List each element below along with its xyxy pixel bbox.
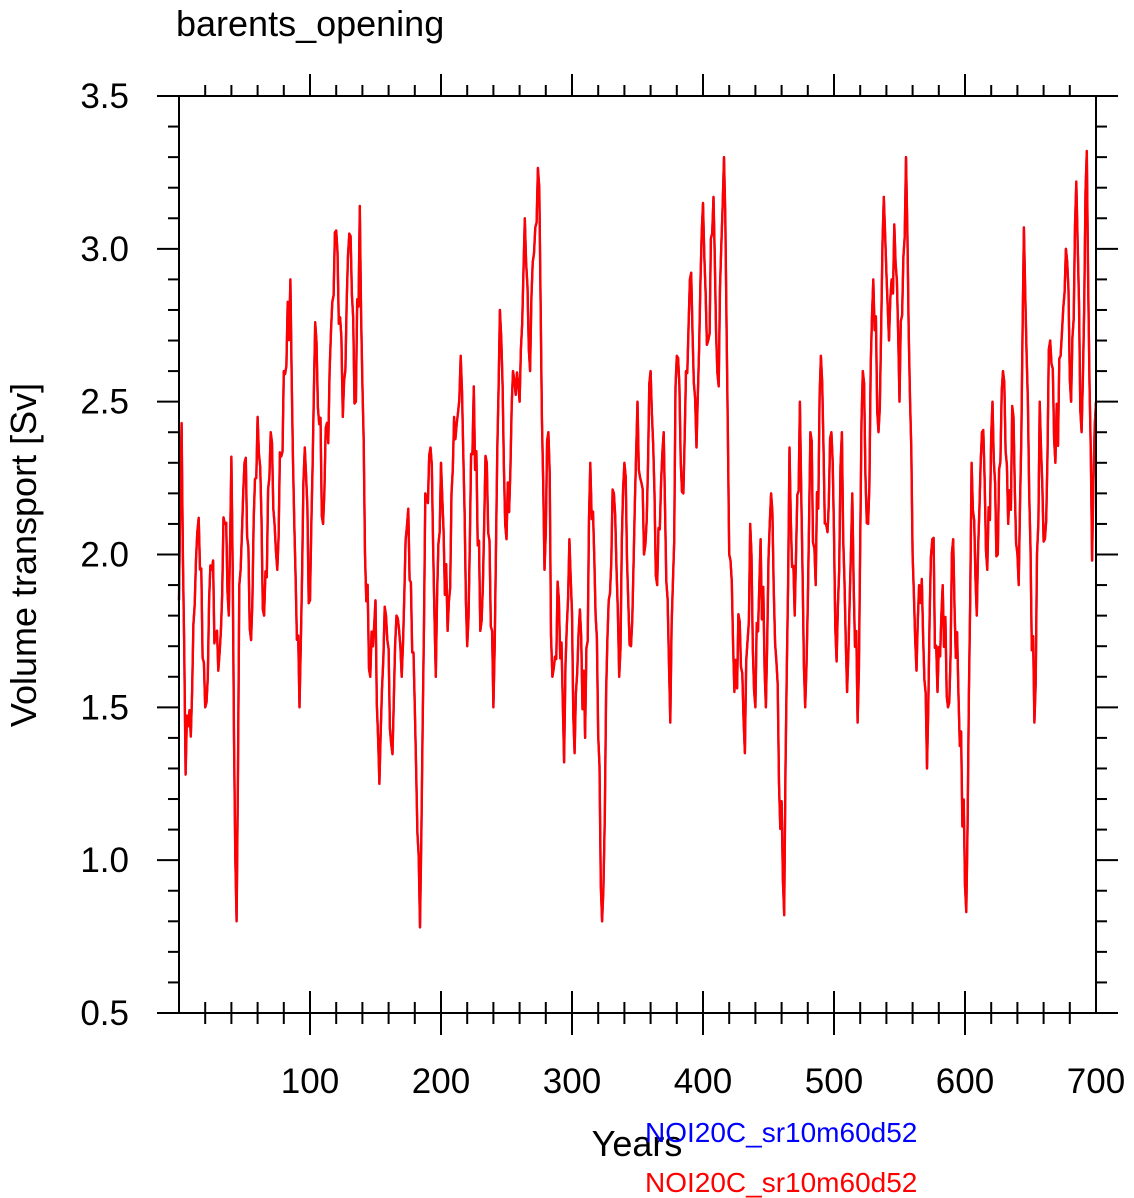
series-line-blue bbox=[177, 149, 1098, 929]
y-tick-label: 0.5 bbox=[80, 994, 129, 1033]
x-axis-label: Years bbox=[592, 1123, 683, 1164]
x-tick-label: 700 bbox=[1067, 1062, 1125, 1101]
y-tick-label: 2.5 bbox=[80, 383, 129, 422]
tick-marks bbox=[157, 74, 1118, 1035]
y-tick-label: 3.5 bbox=[80, 77, 129, 116]
y-axis-label: Volume transport [Sv] bbox=[3, 383, 44, 727]
tick-labels: 100 200 300 400 500 600 700 0.5 1.0 1.5 2.0 2.5 3.0 3… bbox=[80, 77, 1125, 1101]
x-tick-label: 100 bbox=[281, 1062, 339, 1101]
x-tick-label: 400 bbox=[674, 1062, 732, 1101]
legend: NOI20C_sr10m60d52 NOI20C_sr10m60d52 bbox=[645, 1117, 917, 1198]
y-tick-label: 2.0 bbox=[80, 536, 129, 575]
x-tick-label: 200 bbox=[412, 1062, 470, 1101]
y-tick-label: 1.0 bbox=[80, 841, 129, 880]
series-line-red bbox=[177, 149, 1098, 929]
y-tick-label: 1.5 bbox=[80, 688, 129, 727]
legend-entry: NOI20C_sr10m60d52 bbox=[645, 1117, 917, 1148]
series-lines bbox=[177, 149, 1098, 929]
y-tick-label: 3.0 bbox=[80, 230, 129, 269]
x-tick-label: 300 bbox=[543, 1062, 601, 1101]
chart-title: barents_opening bbox=[176, 3, 444, 44]
x-tick-label: 600 bbox=[936, 1062, 994, 1101]
legend-entry: NOI20C_sr10m60d52 bbox=[645, 1167, 917, 1198]
x-tick-label: 500 bbox=[805, 1062, 863, 1101]
plot-frame bbox=[178, 95, 1097, 1014]
